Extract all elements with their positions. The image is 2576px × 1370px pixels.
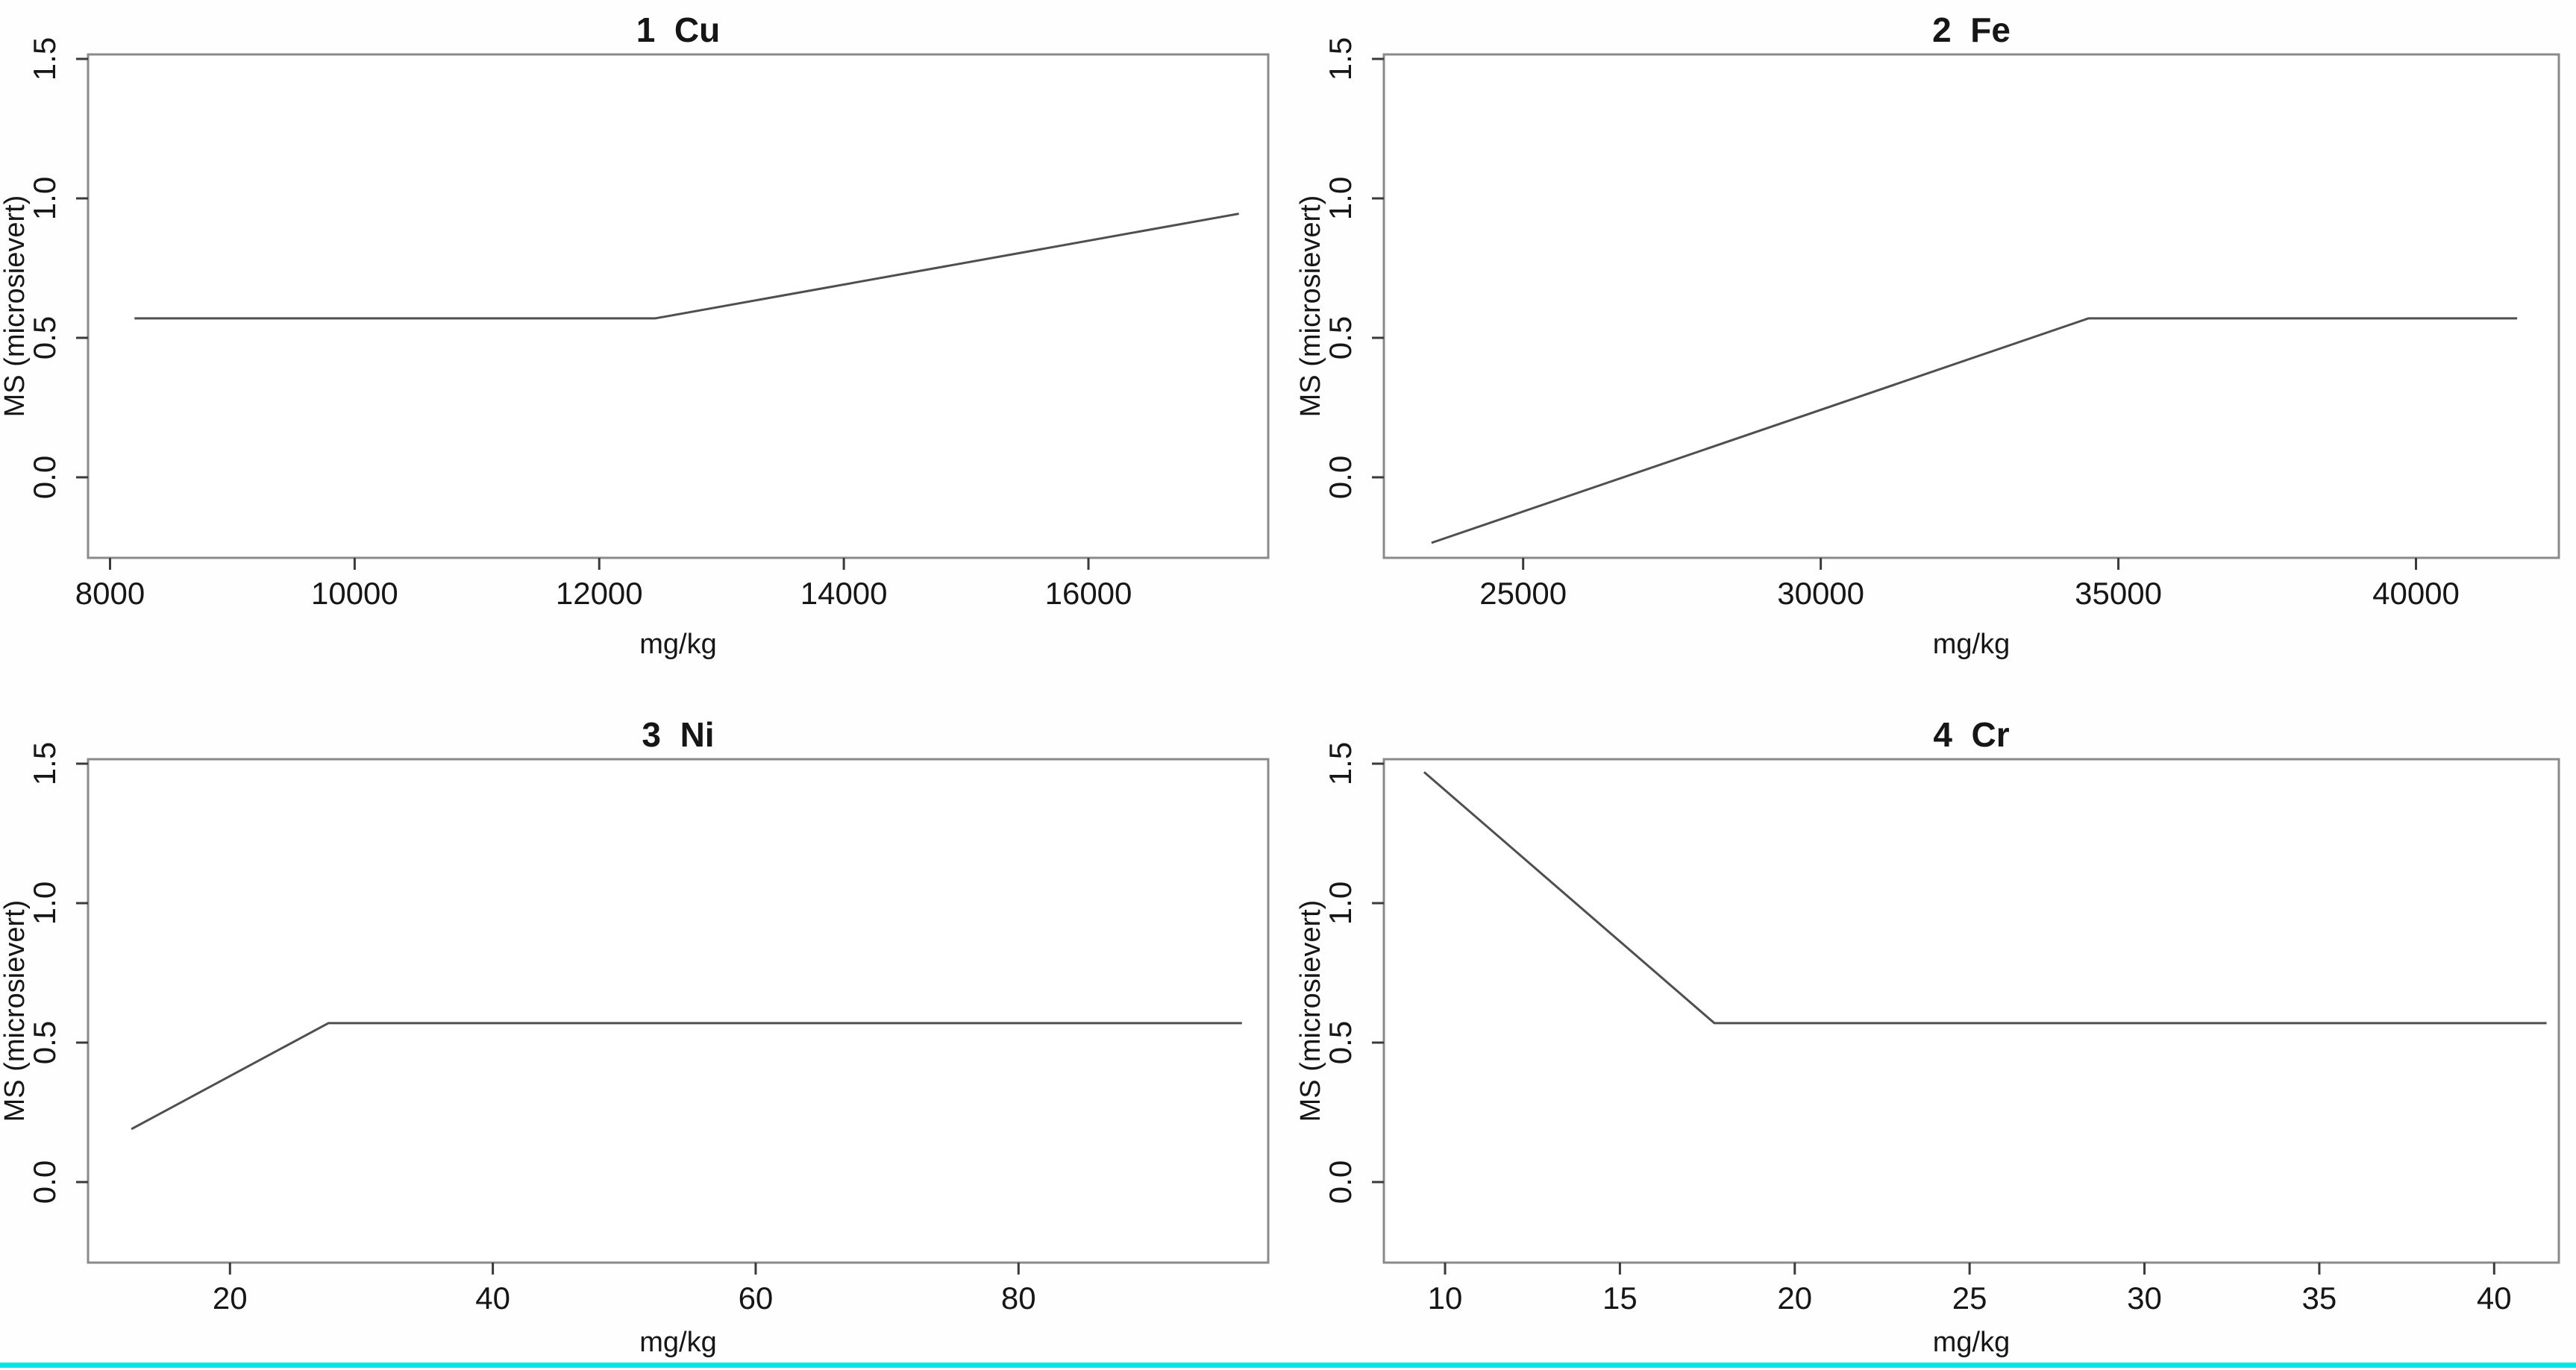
x-tick-label: 35000 <box>2075 576 2162 611</box>
series-line-cr <box>1423 771 2547 1025</box>
x-tick-label: 40000 <box>2372 576 2460 611</box>
x-tick-label: 8000 <box>75 576 145 611</box>
x-axis-title: mg/kg <box>639 1327 716 1358</box>
bottom-accent-rule <box>0 1363 2576 1368</box>
y-tick-label: 1.5 <box>1323 742 1358 785</box>
x-tick-label: 10000 <box>311 576 398 611</box>
y-tick-label: 0.0 <box>27 1160 62 1204</box>
series-line-cu <box>134 213 1239 320</box>
series-line-ni <box>131 1022 1242 1131</box>
x-tick-label: 40 <box>2477 1281 2512 1316</box>
y-axis-title: MS (microsievert) <box>1295 195 1326 418</box>
x-tick-label: 60 <box>739 1281 774 1316</box>
x-axis-title: mg/kg <box>1933 629 2010 660</box>
y-axis-title: MS (microsievert) <box>0 195 31 418</box>
x-tick-label: 40 <box>475 1281 510 1316</box>
y-tick-label: 0.0 <box>27 456 62 499</box>
y-tick-label: 0.0 <box>1323 456 1358 499</box>
x-tick-label: 20 <box>213 1281 248 1316</box>
y-tick-label: 0.5 <box>1323 316 1358 359</box>
panel-title: 1 Cu <box>636 10 720 49</box>
y-tick-label: 1.0 <box>27 882 62 925</box>
x-tick-label: 14000 <box>800 576 888 611</box>
x-tick-label: 16000 <box>1045 576 1132 611</box>
y-axis-title: MS (microsievert) <box>1295 900 1326 1122</box>
x-tick-label: 80 <box>1001 1281 1036 1316</box>
x-tick-label: 25000 <box>1479 576 1567 611</box>
y-tick-label: 1.0 <box>27 177 62 220</box>
x-tick-label: 10 <box>1428 1281 1463 1316</box>
plot-box <box>1382 53 2560 559</box>
y-tick-label: 1.5 <box>27 37 62 81</box>
panel-title: 4 Cr <box>1933 715 2009 754</box>
panel-cr: 4 Cr 10 15 20 25 30 35 40 mg/kg 0.0 0.5 1.0 1.5 MS (m… <box>1295 715 2560 1358</box>
y-axis-title: MS (microsievert) <box>0 900 31 1122</box>
x-axis-title: mg/kg <box>1933 1327 2010 1358</box>
plot-box <box>1382 758 2560 1264</box>
panel-fe: 2 Fe 25000 30000 35000 40000 mg/kg 0.0 0.5 1.0 1.… <box>1295 10 2560 660</box>
y-tick-label: 1.5 <box>1323 37 1358 81</box>
plot-box <box>87 53 1270 559</box>
x-axis-title: mg/kg <box>639 629 716 660</box>
x-tick-label: 15 <box>1602 1281 1638 1316</box>
x-tick-label: 20 <box>1777 1281 1812 1316</box>
x-tick-label: 30 <box>2127 1281 2162 1316</box>
y-tick-label: 0.5 <box>27 316 62 359</box>
x-tick-label: 12000 <box>556 576 643 611</box>
y-tick-label: 1.5 <box>27 742 62 785</box>
y-tick-label: 1.0 <box>1323 882 1358 925</box>
x-tick-label: 30000 <box>1777 576 1864 611</box>
y-tick-label: 0.0 <box>1323 1160 1358 1204</box>
x-tick-label: 25 <box>1952 1281 1987 1316</box>
y-tick-label: 0.5 <box>1323 1021 1358 1064</box>
panel-cu: 1 Cu 8000 10000 12000 14000 16000 mg/kg 0.0 0.5 1… <box>0 10 1270 660</box>
series-line-fe <box>1431 317 2518 544</box>
y-tick-label: 1.0 <box>1323 177 1358 220</box>
plot-box <box>87 758 1270 1264</box>
y-tick-label: 0.5 <box>27 1021 62 1064</box>
panel-title: 3 Ni <box>642 715 714 754</box>
panel-title: 2 Fe <box>1932 10 2011 49</box>
panel-ni: 3 Ni 20 40 60 80 mg/kg 0.0 0.5 1.0 1.5 MS (microsi… <box>0 715 1270 1358</box>
x-tick-label: 35 <box>2302 1281 2337 1316</box>
